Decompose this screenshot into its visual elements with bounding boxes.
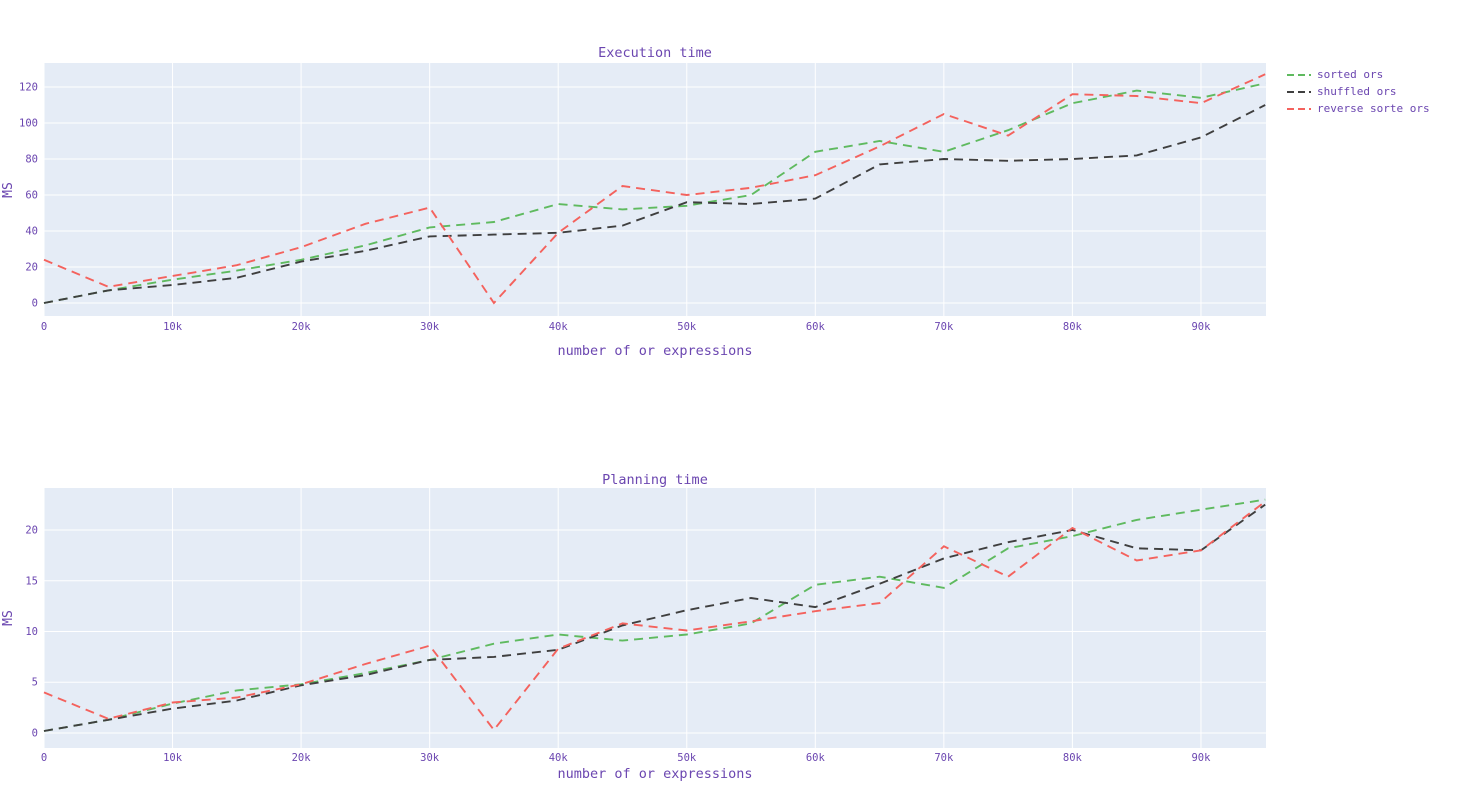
y-axis-title-planning-time: MS (1, 610, 16, 626)
legend: sorted ors shuffled ors reverse sorte ors (1286, 66, 1430, 117)
planning-time-plot[interactable]: 0 10k 20k 30k 40k 50k 60k 70k 80k 90k 0 5 10 15 20 (25, 488, 1266, 764)
y-axis-title-execution-time: MS (1, 182, 16, 198)
series-line-sorted-ors[interactable] (43, 498, 1266, 732)
x-tick-label: 50k (677, 752, 697, 764)
legend-label: sorted ors (1317, 68, 1384, 81)
series-line-sorted-ors[interactable] (43, 82, 1266, 304)
y-tick-label: 0 (32, 298, 38, 310)
legend-item-sorted-ors[interactable]: sorted ors (1286, 66, 1430, 83)
x-tick-label: 40k (549, 321, 569, 333)
series-line-shuffled-ors[interactable] (43, 503, 1266, 732)
x-tick-label: 10k (163, 321, 183, 333)
x-tick-label: 70k (934, 321, 954, 333)
y-tick-label: 40 (25, 226, 38, 238)
plot-area[interactable] (44, 63, 1266, 316)
x-tick-label: 40k (549, 752, 569, 764)
x-tick-label: 60k (806, 752, 826, 764)
legend-item-reverse-sorte-ors[interactable]: reverse sorte ors (1286, 100, 1430, 117)
x-axis-title-planning-time: number of or expressions (557, 766, 753, 782)
y-tick-label: 20 (25, 262, 38, 274)
series-line-shuffled-ors[interactable] (43, 104, 1266, 304)
x-tick-label: 10k (163, 752, 183, 764)
x-tick-label: 90k (1191, 321, 1211, 333)
legend-swatch-shuffled-ors (1287, 90, 1311, 93)
chart-title-execution-time: Execution time (598, 45, 712, 61)
y-tick-label: 120 (19, 81, 38, 93)
x-tick-label: 90k (1191, 752, 1211, 764)
legend-swatch-reverse-sorte-ors (1287, 107, 1311, 110)
series-line-reverse-sorte-ors[interactable] (43, 73, 1266, 305)
y-tick-label: 60 (25, 189, 38, 201)
x-tick-label: 20k (292, 752, 312, 764)
legend-swatch-sorted-ors (1287, 73, 1311, 76)
x-tick-label: 50k (677, 321, 697, 333)
x-tick-label: 30k (420, 752, 440, 764)
x-tick-label: 20k (292, 321, 312, 333)
legend-label: reverse sorte ors (1317, 102, 1430, 115)
x-tick-label: 60k (806, 321, 826, 333)
execution-time-plot[interactable]: 0 10k 20k 30k 40k 50k 60k 70k 80k 90k 0 20 40 60 80 100… (19, 63, 1266, 333)
y-tick-label: 5 (32, 677, 38, 689)
y-tick-label: 0 (32, 727, 38, 739)
legend-label: shuffled ors (1317, 85, 1397, 98)
y-tick-label: 20 (25, 525, 38, 537)
x-tick-label: 0 (41, 321, 47, 333)
series-line-reverse-sorte-ors[interactable] (43, 500, 1266, 732)
x-tick-label: 0 (41, 752, 47, 764)
x-tick-label: 80k (1063, 752, 1083, 764)
chart-title-planning-time: Planning time (602, 472, 708, 488)
x-tick-label: 80k (1063, 321, 1083, 333)
x-tick-label: 30k (420, 321, 440, 333)
y-tick-label: 10 (25, 626, 38, 638)
legend-item-shuffled-ors[interactable]: shuffled ors (1286, 83, 1430, 100)
y-tick-label: 80 (25, 153, 38, 165)
x-tick-label: 70k (934, 752, 954, 764)
x-axis-title-execution-time: number of or expressions (557, 343, 753, 359)
y-tick-label: 100 (19, 117, 38, 129)
y-tick-label: 15 (25, 575, 38, 587)
